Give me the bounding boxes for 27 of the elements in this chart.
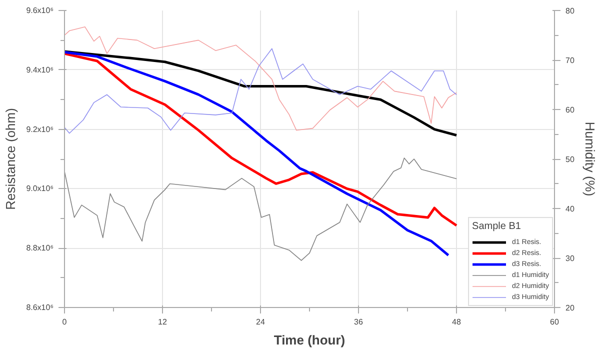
x-tick-label: 60 [550,318,560,326]
y-tick-label: 9.0x10⁶ [26,184,54,194]
y2-axis-title: Humidity (%) [582,122,598,196]
x-axis-title: Time (hour) [274,332,346,348]
x-tick-label: 0 [62,318,68,326]
legend-title: Sample B1 [472,221,522,232]
line-series [64,158,457,261]
y2-tick-label: 70 [566,56,575,65]
y-tick-label: 9.2x10⁶ [26,124,54,134]
y2-tick-label: 80 [566,6,575,16]
y-axis-title: Resistance (ohm) [3,108,18,210]
y-tick-label: 9.4x10⁶ [26,65,54,74]
x-tick-label: 36 [354,318,364,326]
line-series [64,50,450,256]
y2-tick-label: 20 [566,304,575,312]
x-tick-label: 12 [158,318,168,326]
y-tick-label: 8.8x10⁶ [26,244,54,253]
y2-tick-label: 60 [566,106,575,114]
y2-tick-label: 50 [566,155,575,164]
x-tick-label: 24 [256,318,266,326]
y-tick-label: 9.6x10⁶ [26,6,54,15]
y2-tick-label: 40 [566,204,575,214]
x-tick-label: 48 [452,318,462,326]
y2-tick-label: 30 [566,254,575,263]
y-tick-label: 8.6x10⁶ [26,303,54,312]
line-series [64,26,457,131]
line-series [64,52,458,227]
